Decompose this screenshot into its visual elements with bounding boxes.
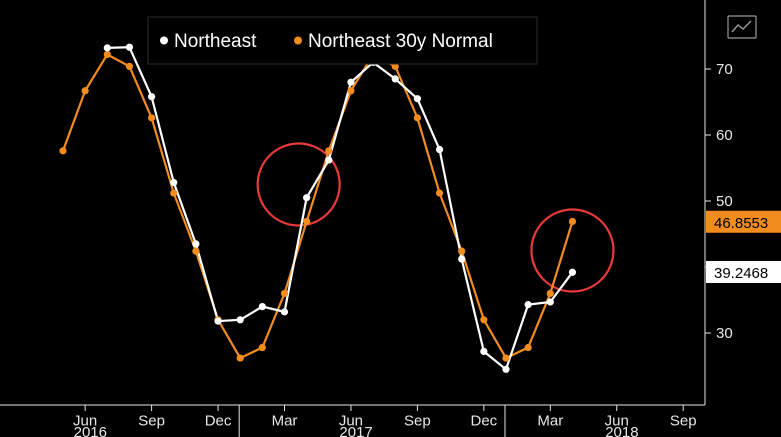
data-point-northeast[interactable] [347,78,355,86]
series-line-normal [61,53,574,360]
x-tick-label: Sep [670,412,697,429]
y-tick-label: 70 [716,61,733,78]
year-label: 2018 [605,424,638,437]
last-value-text: 39.2468 [714,265,768,282]
y-tick-label: 60 [716,127,733,144]
last-value-badge [706,210,781,233]
y-axis: 3040506070 [705,61,733,342]
x-tick-label: Jun [605,412,629,429]
data-point-normal[interactable] [325,147,333,155]
x-tick-label: Mar [272,412,298,429]
x-tick-label: Dec [471,412,498,429]
legend-marker-northeast [160,36,168,45]
data-point-normal[interactable] [125,62,134,70]
data-point-normal[interactable] [280,289,289,297]
x-tick-label: Jun [339,412,363,429]
data-point-normal[interactable] [391,62,399,70]
data-point-normal[interactable] [458,247,466,255]
series-points [59,43,577,373]
data-point-northeast[interactable] [214,317,222,325]
legend-label-northeast: Northeast [174,31,257,52]
data-point-northeast[interactable] [435,145,444,154]
data-point-northeast[interactable] [568,268,577,276]
year-label: 2017 [339,424,372,437]
data-point-normal[interactable] [59,147,67,155]
x-tick-label: Dec [205,412,232,429]
x-tick-label: Sep [404,412,431,429]
data-point-northeast[interactable] [258,303,266,311]
data-point-normal[interactable] [258,343,266,352]
data-point-normal[interactable] [347,87,355,95]
data-point-normal[interactable] [170,189,178,197]
data-point-northeast[interactable] [125,43,134,51]
y-tick-label: 30 [716,325,733,342]
data-point-normal[interactable] [148,114,156,122]
x-axis: Jun Sep Dec Mar Jun Sep Dec Mar Jun Sep 2016 2017 20… [73,405,697,437]
y-tick-label: 50 [716,193,733,210]
data-point-northeast[interactable] [170,178,178,187]
data-point-northeast[interactable] [236,316,244,324]
annotation-circle [256,142,341,227]
last-value-labels: 46.8553 39.2468 [706,210,781,283]
x-tick-label: Jun [73,412,97,429]
data-point-northeast[interactable] [280,308,289,316]
annotations [256,142,615,293]
data-point-normal[interactable] [192,247,200,255]
last-value-badge [706,260,781,283]
legend[interactable]: Northeast Northeast 30y Normal [147,16,538,65]
last-value-text: 46.8553 [714,215,768,232]
data-point-normal[interactable] [103,50,111,59]
data-point-normal[interactable] [236,354,244,362]
data-point-northeast[interactable] [458,255,466,263]
series-line-northeast [107,46,574,372]
data-point-northeast[interactable] [303,194,311,202]
data-point-northeast[interactable] [524,301,532,309]
data-point-normal[interactable] [568,217,577,226]
data-point-normal[interactable] [81,87,89,95]
data-point-northeast[interactable] [480,347,488,356]
legend-box [147,16,538,65]
data-point-normal[interactable] [435,189,444,197]
data-point-normal[interactable] [524,343,532,352]
data-point-northeast[interactable] [391,75,399,83]
data-point-northeast[interactable] [103,44,111,52]
data-point-northeast[interactable] [502,365,510,373]
chart-icon[interactable] [727,15,757,39]
year-label: 2016 [74,424,107,437]
annotation-circle [530,208,615,293]
data-point-normal[interactable] [480,316,488,324]
data-point-northeast[interactable] [148,93,156,101]
data-point-normal[interactable] [546,289,554,297]
x-tick-label: Mar [537,412,563,429]
data-point-northeast[interactable] [192,240,200,248]
data-point-northeast[interactable] [546,298,554,306]
data-point-northeast[interactable] [413,95,421,103]
data-point-normal[interactable] [303,217,311,226]
legend-marker-normal [294,36,302,45]
data-point-northeast[interactable] [325,156,333,164]
series-lines [61,46,574,372]
legend-label-normal: Northeast 30y Normal [308,31,493,52]
data-point-normal[interactable] [502,354,510,362]
x-tick-label: Sep [138,412,165,429]
data-point-normal[interactable] [413,114,421,122]
